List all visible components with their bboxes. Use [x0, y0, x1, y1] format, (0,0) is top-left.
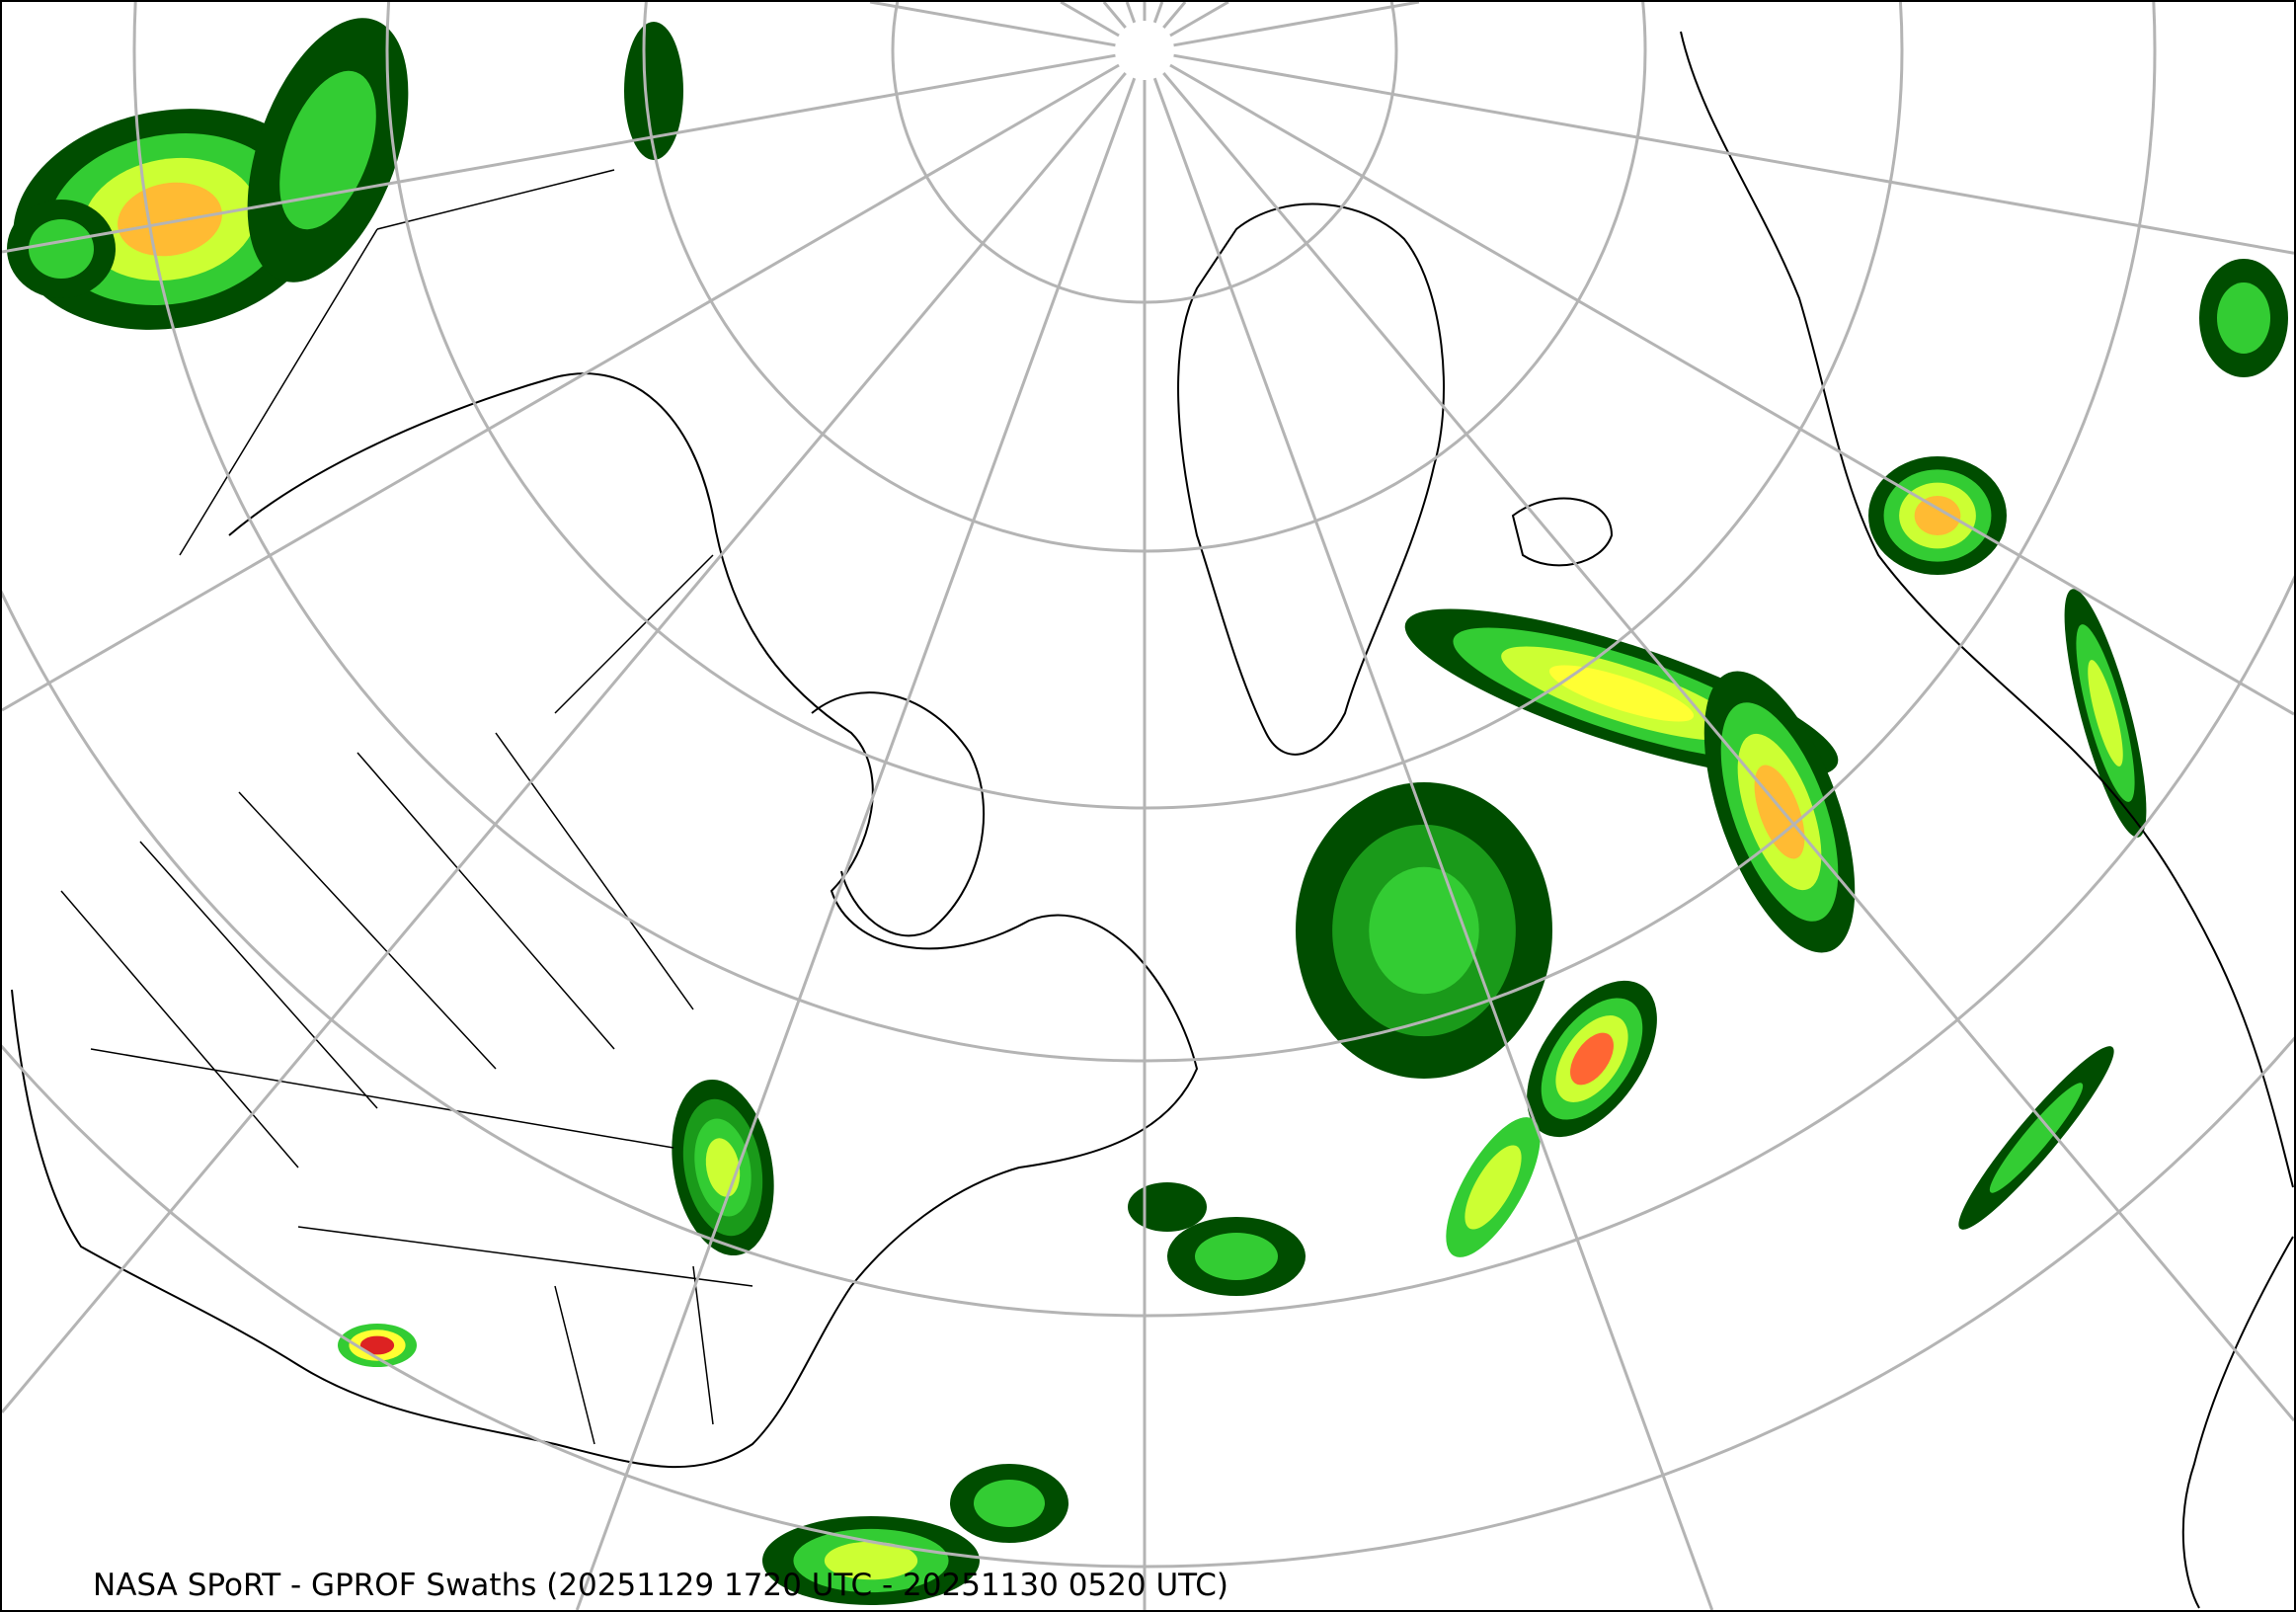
coastlines: [11, 31, 2294, 1609]
precip-area: [2217, 282, 2270, 354]
coastline-africa: [2181, 1236, 2294, 1609]
coastline-north-america: [11, 372, 1199, 1469]
precip-area: [1128, 1182, 1207, 1232]
meridian-line: [1152, 77, 1714, 1610]
meridian-line: [1152, 2, 1164, 24]
meridian-line: [1162, 72, 2294, 1422]
precip-area: [1989, 1083, 2084, 1193]
meridian-line: [2, 63, 1120, 712]
meridian-line: [869, 2, 1116, 47]
precip-area: [118, 182, 222, 257]
precip-area: [624, 22, 683, 160]
precip-area: [1548, 665, 1695, 722]
meridian-line: [1173, 2, 1420, 47]
precip-area: [1369, 866, 1479, 995]
precip-area: [1754, 765, 1805, 859]
meridian-line: [1102, 2, 1127, 29]
precip-area: [824, 1541, 918, 1580]
meridian-line: [2, 53, 1116, 254]
precip-area: [974, 1480, 1045, 1527]
coastline-europe: [1680, 31, 2294, 1188]
precip-area: [1195, 1233, 1278, 1280]
coastline-greenland: [1177, 202, 1445, 756]
coastline-iceland: [1511, 497, 1614, 567]
meridian-line: [1060, 2, 1120, 38]
precip-area: [2088, 660, 2123, 766]
meridian-line: [1125, 2, 1137, 24]
meridian-line: [1169, 2, 1229, 38]
precip-area: [1570, 1032, 1614, 1086]
meridian-line: [1169, 63, 2294, 716]
precip-area: [1465, 1145, 1522, 1230]
coastline-hudson-bay: [811, 691, 986, 937]
meridian-line: [575, 77, 1137, 1610]
map-caption: NASA SPoRT - GPROF Swaths (20251129 1720…: [93, 1568, 1228, 1603]
meridian-line: [1162, 2, 1187, 29]
precip-area: [29, 219, 94, 279]
meridian-line: [1173, 53, 2294, 255]
meridian-line: [2, 72, 1127, 1413]
precip-area: [359, 1335, 395, 1355]
state-borders: [60, 169, 753, 1445]
precip-area: [1914, 496, 1961, 535]
